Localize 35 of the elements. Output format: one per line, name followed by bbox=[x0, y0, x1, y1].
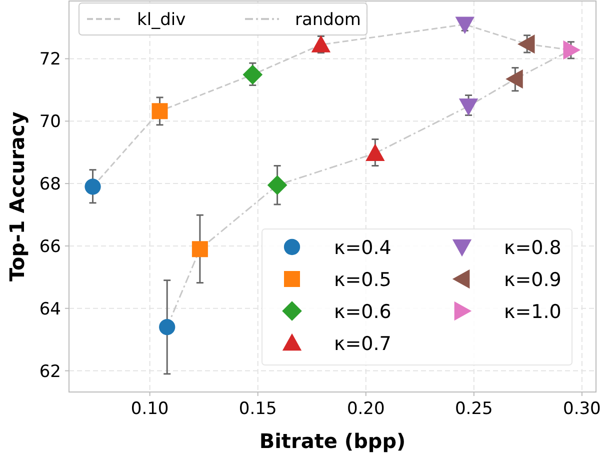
point bbox=[267, 175, 288, 196]
point bbox=[366, 144, 385, 161]
point bbox=[506, 69, 523, 89]
point bbox=[84, 178, 101, 195]
y-tick-label: 66 bbox=[39, 236, 61, 257]
point bbox=[242, 64, 263, 85]
point bbox=[152, 103, 168, 120]
point bbox=[563, 40, 581, 60]
legend-label: κ=0.8 bbox=[504, 237, 562, 259]
y-tick-label: 64 bbox=[39, 299, 61, 320]
legend-label: random bbox=[295, 10, 361, 30]
y-axis-title: Top-1 Accuracy bbox=[5, 112, 29, 282]
x-tick-label: 0.25 bbox=[454, 399, 493, 419]
point bbox=[159, 319, 176, 336]
point bbox=[455, 16, 474, 34]
legend-label: κ=0.4 bbox=[334, 237, 392, 259]
point bbox=[192, 241, 208, 258]
y-tick-label: 72 bbox=[39, 50, 61, 70]
legend-label: κ=0.7 bbox=[334, 333, 392, 355]
legend-label: κ=1.0 bbox=[504, 301, 562, 323]
point bbox=[517, 34, 535, 54]
x-tick-label: 0.20 bbox=[346, 399, 385, 419]
x-axis-title: Bitrate (bpp) bbox=[259, 429, 406, 453]
point bbox=[311, 35, 331, 52]
x-tick-label: 0.30 bbox=[563, 399, 601, 419]
x-tick-label: 0.10 bbox=[130, 399, 169, 419]
legend-label: κ=0.9 bbox=[504, 269, 562, 291]
y-tick-label: 68 bbox=[39, 174, 61, 195]
y-tick-label: 70 bbox=[39, 112, 61, 132]
legend-label: κ=0.6 bbox=[334, 301, 392, 323]
legend-label: κ=0.5 bbox=[334, 269, 392, 291]
y-tick-label: 62 bbox=[39, 362, 61, 382]
x-tick-label: 0.15 bbox=[238, 399, 277, 419]
legend-label: kl_div bbox=[137, 10, 186, 30]
point bbox=[458, 98, 478, 116]
